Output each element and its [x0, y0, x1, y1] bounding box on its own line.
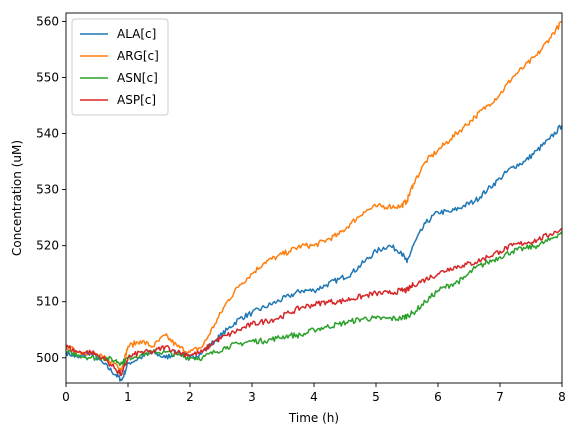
x-tick-label: 7 [496, 390, 504, 404]
axes-layer: 0 1 2 3 4 5 6 7 8 500 510 520 530 540 550 560 [36, 12, 566, 404]
series-line-arg-c- [66, 20, 562, 371]
legend-label: ALA[c] [117, 27, 156, 41]
x-tick-label: 2 [186, 390, 194, 404]
y-axis-label: Concentration (uM) [10, 140, 24, 256]
series-line-asn-c- [66, 231, 562, 367]
y-tick-label: 560 [36, 14, 59, 28]
y-tick-label: 500 [36, 351, 59, 365]
y-tick-label: 530 [36, 183, 59, 197]
legend-label: ARG[c] [117, 49, 159, 63]
x-tick-label: 4 [310, 390, 318, 404]
series-layer [66, 20, 562, 382]
y-tick-label: 510 [36, 295, 59, 309]
y-tick-label: 520 [36, 239, 59, 253]
x-tick-label: 5 [372, 390, 380, 404]
legend-label: ASN[c] [117, 71, 158, 85]
legend-box [71, 18, 169, 116]
x-tick-label: 1 [124, 390, 132, 404]
series-line-ala-c- [66, 124, 562, 382]
y-tick-label: 550 [36, 70, 59, 84]
x-tick-label: 6 [434, 390, 442, 404]
series-line-asp-c- [66, 228, 562, 377]
x-tick-label: 0 [62, 390, 70, 404]
x-axis-label: Time (h) [288, 411, 339, 425]
y-tick-label: 540 [36, 127, 59, 141]
legend: ALA[c] ARG[c] ASN[c] ASP[c] [71, 18, 169, 116]
x-tick-label: 3 [248, 390, 256, 404]
legend-label: ASP[c] [117, 93, 156, 107]
x-tick-label: 8 [558, 390, 566, 404]
